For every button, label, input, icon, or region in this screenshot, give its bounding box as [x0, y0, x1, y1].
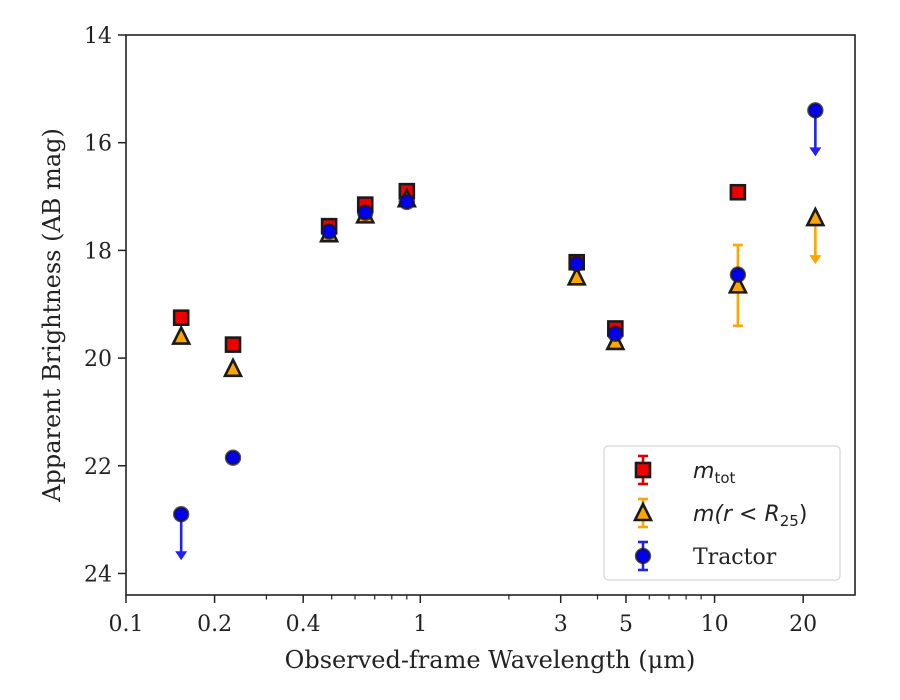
y-tick-label: 14: [84, 24, 112, 49]
data-point-tractor: [172, 506, 190, 523]
data-point-mtot: [172, 309, 190, 326]
data-point-tractor: [357, 204, 374, 221]
data-point-tractor: [568, 255, 585, 273]
series-mtot: [172, 182, 747, 353]
x-tick-label: 3: [554, 612, 568, 637]
legend-box: [603, 445, 841, 581]
upper-limit-arrow-head: [175, 551, 188, 561]
upper-limit-arrow-head: [809, 255, 822, 265]
y-tick-label: 22: [84, 455, 112, 480]
data-point-mr25: [222, 356, 244, 378]
data-point-mr25: [171, 324, 192, 345]
x-tick-label: 5: [619, 612, 633, 637]
x-tick-label: 10: [701, 612, 729, 637]
data-marks: [171, 102, 826, 561]
legend-marker-mr25: [632, 501, 654, 522]
data-point-tractor: [729, 266, 747, 283]
plot-frame: [125, 34, 856, 596]
data-point-tractor: [607, 325, 624, 343]
legend-label-mr25: m(r < R25): [693, 502, 807, 530]
x-tick-label: 0.1: [109, 612, 144, 637]
legend-label-tractor: Tractor: [693, 545, 777, 570]
data-point-tractor: [398, 193, 416, 211]
legend-label-mtot: mtot: [693, 459, 735, 487]
data-point-tractor: [224, 449, 242, 466]
x-tick-label: 0.4: [286, 612, 321, 637]
data-point-mr25: [805, 206, 826, 227]
y-tick-label: 24: [84, 562, 112, 587]
legend-marker-tractor: [634, 547, 652, 565]
y-axis-label: Apparent Brightness (AB mag): [38, 128, 66, 503]
data-point-mtot: [729, 183, 747, 201]
x-tick-label: 20: [789, 612, 817, 637]
series-mr25: [171, 187, 826, 378]
x-tick-label: 0.2: [197, 612, 232, 637]
x-tick-label: 1: [413, 612, 427, 637]
legend: mtot m(r < R25) Tractor: [603, 445, 841, 581]
data-point-tractor: [807, 102, 824, 119]
y-tick-label: 20: [84, 347, 112, 372]
legend-marker-mtot: [634, 461, 652, 479]
data-point-mr25: [566, 265, 587, 286]
y-tick-label: 16: [84, 132, 112, 157]
y-tick-label: 18: [84, 239, 112, 264]
data-point-tractor: [320, 223, 338, 240]
axis-ticks: 0.1 0.2 0.4 1 3 5 10 20 14 16 18 20 22 24: [84, 24, 817, 637]
data-point-mr25: [727, 273, 748, 294]
upper-limit-arrow-head: [809, 147, 822, 157]
series-tractor: [172, 102, 824, 561]
data-point-mtot: [224, 336, 242, 353]
x-axis-label: Observed-frame Wavelength (μm): [285, 646, 696, 674]
